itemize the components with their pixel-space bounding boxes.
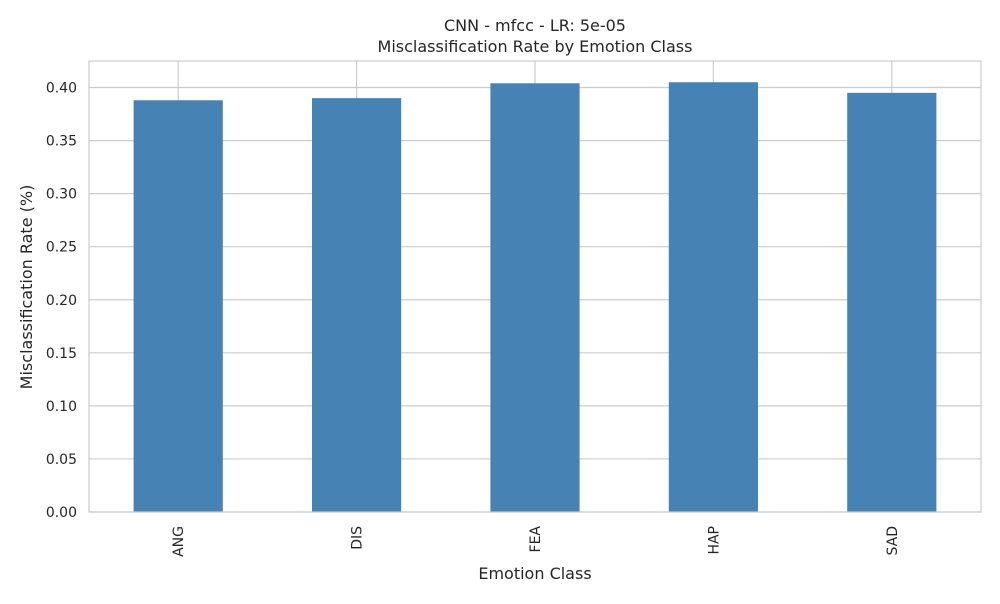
y-tick-label: 0.35 <box>46 134 77 150</box>
y-tick-labels: 0.00 0.05 0.10 0.15 0.20 0.25 0.30 0.35 0.40 <box>46 81 77 521</box>
bar-hap <box>668 82 758 513</box>
bars <box>133 82 937 513</box>
y-tick-label: 0.10 <box>46 399 77 415</box>
y-tick-label: 0.25 <box>46 240 77 256</box>
bar-sad <box>847 92 937 512</box>
x-tick-label: ANG <box>171 526 187 557</box>
bar-fea <box>490 83 580 513</box>
plot-border <box>88 60 982 513</box>
x-tick-label: HAP <box>706 526 722 555</box>
plot-frame <box>88 60 982 513</box>
y-tick-label: 0.40 <box>46 81 77 97</box>
x-tick-label: SAD <box>885 526 901 556</box>
x-tick-labels: ANG DIS FEA HAP SAD <box>171 526 901 557</box>
x-tick-label: DIS <box>350 526 366 550</box>
y-tick-label: 0.15 <box>46 346 77 362</box>
y-tick-label: 0.00 <box>46 505 77 521</box>
bar-dis <box>312 98 402 512</box>
bar-ang <box>133 100 223 513</box>
chart-title-line2: Misclassification Rate by Emotion Class <box>378 37 693 56</box>
chart-title-line1: CNN - mfcc - LR: 5e-05 <box>444 16 626 35</box>
y-tick-label: 0.05 <box>46 452 77 468</box>
y-tick-label: 0.30 <box>46 187 77 203</box>
x-axis-label: Emotion Class <box>478 564 591 583</box>
y-axis-label: Misclassification Rate (%) <box>17 185 36 390</box>
y-tick-label: 0.20 <box>46 293 77 309</box>
x-tick-label: FEA <box>528 526 544 553</box>
